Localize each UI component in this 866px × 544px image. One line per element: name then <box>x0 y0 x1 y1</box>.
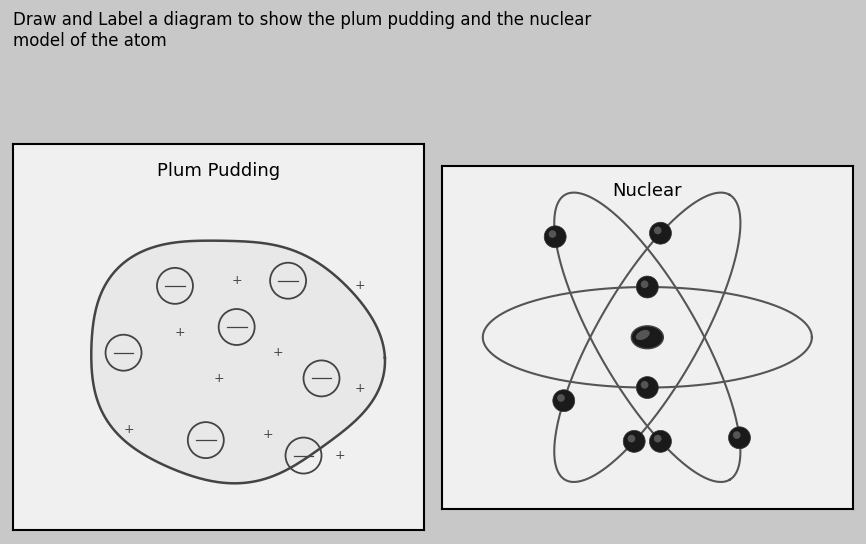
Text: +: + <box>355 382 365 395</box>
Circle shape <box>733 431 740 439</box>
Circle shape <box>641 280 649 288</box>
Text: +: + <box>231 274 242 287</box>
Circle shape <box>637 376 658 399</box>
Text: +: + <box>175 326 185 338</box>
Circle shape <box>650 222 671 244</box>
Text: +: + <box>334 449 345 462</box>
Text: +: + <box>355 280 365 292</box>
Text: +: + <box>273 346 283 359</box>
Text: Plum Pudding: Plum Pudding <box>157 163 281 181</box>
Ellipse shape <box>636 330 650 340</box>
Circle shape <box>637 276 658 298</box>
Text: Draw and Label a diagram to show the plum pudding and the nuclear
model of the a: Draw and Label a diagram to show the plu… <box>13 11 591 50</box>
Circle shape <box>553 390 575 412</box>
Circle shape <box>544 226 566 248</box>
Text: Nuclear: Nuclear <box>612 182 682 200</box>
Circle shape <box>624 430 645 453</box>
Polygon shape <box>91 240 385 483</box>
Ellipse shape <box>631 326 663 349</box>
Circle shape <box>650 430 671 453</box>
Circle shape <box>641 381 649 388</box>
Circle shape <box>654 435 662 442</box>
Circle shape <box>628 435 636 442</box>
Text: +: + <box>213 372 224 385</box>
Circle shape <box>728 427 751 449</box>
Text: +: + <box>262 429 273 442</box>
Text: +: + <box>123 423 134 436</box>
Circle shape <box>548 230 556 238</box>
Circle shape <box>557 394 565 402</box>
Circle shape <box>654 227 662 234</box>
